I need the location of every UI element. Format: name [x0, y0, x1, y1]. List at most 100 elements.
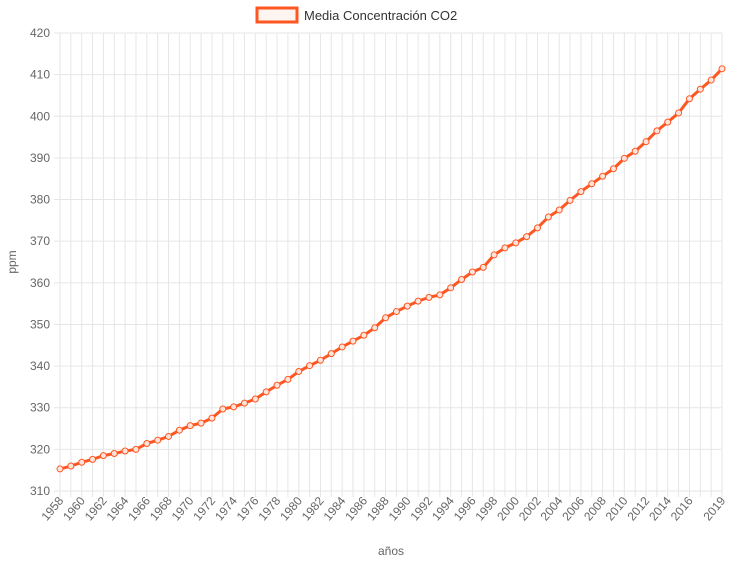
data-point[interactable]: [512, 239, 520, 247]
legend-label-co2[interactable]: Media Concentración CO2: [304, 8, 457, 23]
data-point[interactable]: [240, 399, 248, 407]
data-point[interactable]: [468, 268, 476, 276]
x-tick-label: 1996: [451, 494, 479, 524]
x-tick-label: 1988: [364, 494, 392, 524]
x-tick-label: 2010: [603, 494, 631, 524]
data-point[interactable]: [306, 362, 314, 370]
data-point[interactable]: [78, 458, 86, 466]
data-point[interactable]: [631, 147, 639, 155]
data-point[interactable]: [425, 293, 433, 301]
x-tick-label: 2004: [538, 494, 566, 524]
data-point[interactable]: [175, 426, 183, 434]
x-tick-label: 2008: [581, 494, 609, 524]
data-point[interactable]: [685, 95, 693, 103]
data-point[interactable]: [436, 291, 444, 299]
x-tick-label: 2002: [516, 494, 544, 524]
data-point[interactable]: [447, 284, 455, 292]
data-point[interactable]: [154, 436, 162, 444]
x-axis-title: años: [378, 544, 404, 558]
x-tick-label: 1978: [255, 494, 283, 524]
x-tick-label: 1998: [473, 494, 501, 524]
y-tick-label: 340: [30, 359, 50, 373]
data-point[interactable]: [186, 422, 194, 430]
x-tick-label: 1980: [277, 494, 305, 524]
data-point[interactable]: [555, 206, 563, 214]
grid-lines: [54, 32, 723, 497]
x-tick-label: 1984: [321, 494, 349, 524]
data-point[interactable]: [284, 375, 292, 383]
data-point[interactable]: [382, 314, 390, 322]
data-point[interactable]: [566, 196, 574, 204]
x-tick-label: 1964: [104, 494, 132, 524]
legend[interactable]: Media Concentración CO2: [255, 6, 457, 24]
data-point[interactable]: [327, 350, 335, 358]
x-tick-label: 2019: [700, 494, 728, 524]
data-point[interactable]: [534, 224, 542, 232]
y-tick-label: 320: [30, 442, 50, 456]
data-point[interactable]: [208, 414, 216, 422]
x-tick-label: 2016: [668, 494, 696, 524]
data-point[interactable]: [349, 337, 357, 345]
series-line-co2: [58, 67, 724, 471]
data-point[interactable]: [371, 324, 379, 332]
data-point[interactable]: [56, 465, 64, 473]
data-point[interactable]: [165, 432, 173, 440]
data-point[interactable]: [110, 450, 118, 458]
data-point[interactable]: [132, 445, 140, 453]
data-point[interactable]: [295, 368, 303, 375]
data-point[interactable]: [577, 188, 585, 196]
data-point[interactable]: [89, 455, 97, 463]
data-point[interactable]: [121, 447, 129, 455]
data-point[interactable]: [403, 302, 411, 310]
legend-swatch-co2[interactable]: [255, 6, 299, 24]
y-tick-label: 420: [30, 26, 50, 40]
x-tick-label: 1960: [60, 494, 88, 524]
data-point[interactable]: [664, 118, 672, 126]
data-point[interactable]: [675, 109, 683, 117]
x-tick-label: 1982: [299, 494, 327, 524]
data-point[interactable]: [490, 251, 498, 259]
data-point[interactable]: [718, 65, 726, 73]
data-point[interactable]: [479, 263, 487, 271]
data-point[interactable]: [360, 331, 368, 339]
y-tick-label: 390: [30, 151, 50, 165]
x-tick-label: 1972: [190, 494, 218, 524]
data-point[interactable]: [653, 127, 661, 135]
data-point[interactable]: [501, 244, 509, 252]
data-point[interactable]: [273, 381, 281, 389]
x-tick-label: 1994: [429, 494, 457, 524]
y-axis-ticks: 310 320 330 340 350 360 370 380 390 400 410 420: [30, 26, 50, 498]
y-tick-label: 380: [30, 193, 50, 207]
data-point[interactable]: [642, 138, 650, 146]
x-tick-label: 1958: [38, 494, 66, 524]
x-axis-ticks: 1958196019621964196619681970197219741976…: [38, 494, 728, 524]
data-point[interactable]: [707, 76, 715, 84]
data-point[interactable]: [523, 233, 531, 241]
data-point[interactable]: [544, 213, 552, 221]
data-point[interactable]: [197, 419, 205, 427]
data-point[interactable]: [67, 462, 75, 470]
data-point[interactable]: [99, 452, 107, 460]
data-point[interactable]: [414, 297, 422, 305]
data-point[interactable]: [219, 405, 227, 413]
data-point[interactable]: [620, 154, 628, 162]
y-tick-label: 400: [30, 109, 50, 123]
data-point[interactable]: [316, 356, 324, 364]
data-point[interactable]: [251, 395, 259, 403]
data-point[interactable]: [599, 172, 607, 180]
data-point[interactable]: [609, 165, 617, 173]
data-point[interactable]: [338, 343, 346, 351]
x-tick-label: 2012: [624, 494, 652, 524]
x-tick-label: 1966: [125, 494, 153, 524]
data-point[interactable]: [143, 440, 151, 448]
data-point[interactable]: [588, 180, 596, 188]
data-point[interactable]: [696, 85, 704, 93]
data-point[interactable]: [458, 275, 466, 283]
data-point[interactable]: [262, 388, 270, 396]
data-point[interactable]: [392, 308, 400, 316]
data-point[interactable]: [230, 403, 238, 411]
y-tick-label: 350: [30, 317, 50, 331]
x-tick-label: 1968: [147, 494, 175, 524]
x-tick-label: 2000: [494, 494, 522, 524]
